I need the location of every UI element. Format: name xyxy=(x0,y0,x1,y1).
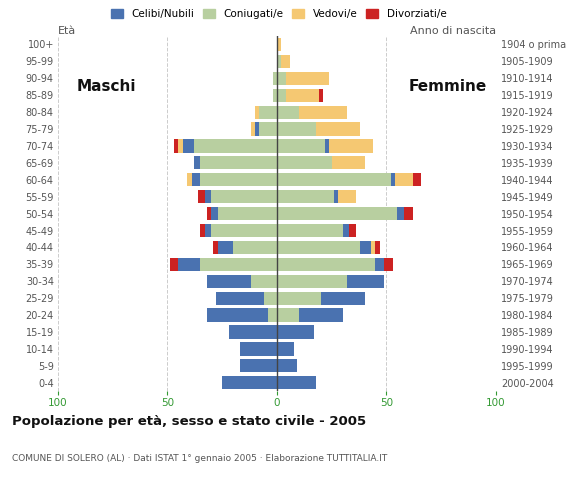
Bar xyxy=(277,190,334,204)
Bar xyxy=(207,207,211,220)
Bar xyxy=(404,207,413,220)
Bar xyxy=(277,309,299,322)
Bar xyxy=(277,72,286,85)
Bar xyxy=(264,291,277,305)
Bar xyxy=(277,106,299,119)
Bar xyxy=(240,342,277,356)
Bar xyxy=(299,106,347,119)
Bar xyxy=(170,258,179,271)
Bar xyxy=(338,190,356,204)
Bar xyxy=(273,72,277,85)
Bar xyxy=(349,224,356,237)
Bar xyxy=(211,224,277,237)
Bar xyxy=(343,224,349,237)
Bar xyxy=(375,258,384,271)
Bar xyxy=(277,325,314,338)
Bar xyxy=(200,173,277,186)
Text: Femmine: Femmine xyxy=(408,79,487,94)
Bar xyxy=(332,156,364,169)
Text: COMUNE DI SOLERO (AL) · Dati ISTAT 1° gennaio 2005 · Elaborazione TUTTITALIA.IT: COMUNE DI SOLERO (AL) · Dati ISTAT 1° ge… xyxy=(12,454,387,463)
Bar xyxy=(183,139,194,153)
Bar xyxy=(277,89,286,102)
Bar xyxy=(277,241,360,254)
Bar xyxy=(174,139,179,153)
Bar xyxy=(360,241,371,254)
Bar xyxy=(233,241,277,254)
Bar xyxy=(277,55,281,68)
Bar xyxy=(218,241,233,254)
Legend: Celibi/Nubili, Coniugati/e, Vedovi/e, Divorziati/e: Celibi/Nubili, Coniugati/e, Vedovi/e, Di… xyxy=(106,5,451,24)
Bar xyxy=(277,173,391,186)
Bar xyxy=(229,325,277,338)
Bar xyxy=(191,173,200,186)
Text: Maschi: Maschi xyxy=(77,79,136,94)
Bar xyxy=(325,139,329,153)
Bar xyxy=(375,241,380,254)
Bar xyxy=(277,122,316,136)
Bar xyxy=(194,139,277,153)
Bar xyxy=(277,359,296,372)
Bar xyxy=(334,190,338,204)
Bar xyxy=(413,173,422,186)
Bar xyxy=(198,190,205,204)
Bar xyxy=(397,207,404,220)
Bar xyxy=(259,106,277,119)
Bar xyxy=(194,156,200,169)
Bar xyxy=(240,359,277,372)
Bar xyxy=(286,72,329,85)
Bar xyxy=(329,139,374,153)
Bar xyxy=(222,376,277,389)
Bar xyxy=(200,156,277,169)
Bar xyxy=(277,207,397,220)
Bar xyxy=(187,173,191,186)
Bar xyxy=(218,207,277,220)
Bar xyxy=(259,122,277,136)
Bar xyxy=(281,55,290,68)
Bar xyxy=(277,275,347,288)
Bar xyxy=(207,309,268,322)
Bar xyxy=(318,89,323,102)
Bar xyxy=(321,291,364,305)
Text: Età: Età xyxy=(58,26,76,36)
Bar xyxy=(268,309,277,322)
Bar xyxy=(205,224,211,237)
Bar xyxy=(277,224,343,237)
Bar xyxy=(205,190,211,204)
Bar xyxy=(273,89,277,102)
Bar xyxy=(207,275,251,288)
Bar xyxy=(371,241,375,254)
Bar xyxy=(213,241,218,254)
Bar xyxy=(299,309,343,322)
Bar xyxy=(277,258,375,271)
Bar xyxy=(179,258,200,271)
Bar xyxy=(384,258,393,271)
Bar xyxy=(316,122,360,136)
Bar xyxy=(211,190,277,204)
Bar xyxy=(277,38,281,51)
Bar xyxy=(200,224,205,237)
Bar xyxy=(391,173,395,186)
Text: Popolazione per età, sesso e stato civile - 2005: Popolazione per età, sesso e stato civil… xyxy=(12,415,366,428)
Bar xyxy=(255,106,259,119)
Bar xyxy=(179,139,183,153)
Bar xyxy=(200,258,277,271)
Bar xyxy=(286,89,318,102)
Bar xyxy=(395,173,413,186)
Bar xyxy=(255,122,259,136)
Bar xyxy=(277,291,321,305)
Text: Anno di nascita: Anno di nascita xyxy=(410,26,496,36)
Bar xyxy=(251,122,255,136)
Bar xyxy=(211,207,218,220)
Bar xyxy=(251,275,277,288)
Bar xyxy=(277,139,325,153)
Bar xyxy=(277,156,332,169)
Bar xyxy=(347,275,384,288)
Bar xyxy=(277,376,316,389)
Bar xyxy=(277,342,295,356)
Bar xyxy=(216,291,264,305)
